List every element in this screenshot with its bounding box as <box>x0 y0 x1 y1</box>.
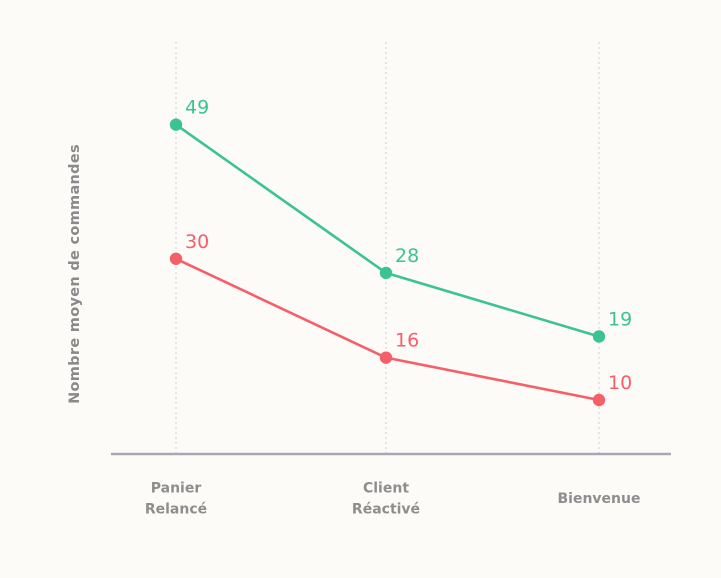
data-label: 28 <box>395 245 419 267</box>
data-label: 16 <box>395 330 419 352</box>
data-point <box>592 330 606 343</box>
series-line <box>175 257 600 402</box>
data-point <box>379 351 393 364</box>
series-line <box>175 123 600 338</box>
data-point <box>379 266 393 280</box>
x-tick-labels: Panier Relancé Client Réactivé Bienvenue <box>145 481 641 518</box>
data-label: 49 <box>185 97 209 119</box>
series-group <box>169 118 606 407</box>
data-label: 19 <box>608 308 632 330</box>
gridlines <box>175 42 600 454</box>
data-point <box>169 252 183 265</box>
x-tick-label: Client Réactivé <box>352 481 420 518</box>
x-tick-label: Panier Relancé <box>145 481 207 518</box>
data-point <box>592 393 606 407</box>
data-label: 30 <box>185 231 209 253</box>
x-tick-label: Bienvenue <box>558 491 641 507</box>
data-labels: 49 28 19 30 16 10 <box>185 97 632 394</box>
y-axis-label: Nombre moyen de commandes <box>67 144 83 404</box>
data-point <box>169 118 183 131</box>
data-label: 10 <box>608 372 632 394</box>
